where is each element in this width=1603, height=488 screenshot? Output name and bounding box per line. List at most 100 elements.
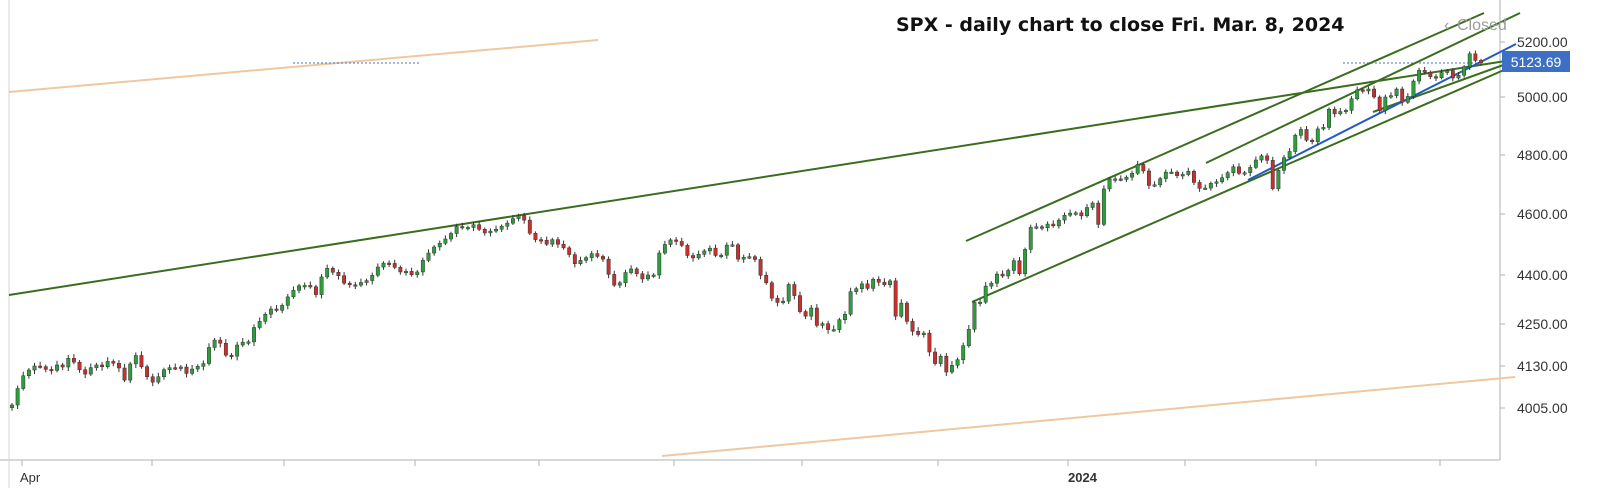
candle [955,357,960,369]
candle [544,236,549,247]
candle-body [1107,178,1112,190]
candle [173,363,178,371]
candle [1006,268,1011,279]
candle-body [494,229,498,232]
candle-body [871,278,876,289]
candle [1265,153,1270,164]
candle [1203,184,1208,191]
candle-body [49,369,54,372]
candle [1434,74,1438,82]
candle-body [668,239,673,245]
candle [139,351,144,369]
candle-body [1394,88,1399,96]
candle-body [961,345,966,360]
candle [443,235,448,246]
candle [1253,156,1258,170]
candle-body [544,239,549,245]
candle [274,305,279,313]
candle-body [15,388,20,406]
candle-body [792,284,797,296]
candle-body [724,244,729,256]
candle [995,271,999,288]
candle-body [77,361,82,370]
candle [375,263,380,278]
candle [837,317,842,333]
candle-body [736,244,740,260]
candle-body [1135,164,1140,174]
candle [1428,70,1433,80]
candle [747,253,752,260]
candle [342,271,347,286]
candle [775,295,780,307]
candle [989,281,994,290]
y-tick-label: 4250.00 [1517,316,1568,332]
candle-body [105,361,110,367]
candle-body [364,280,369,283]
candle-body [606,258,611,275]
candle [972,300,977,333]
candle [1113,176,1118,183]
candle [809,305,814,321]
candle-body [1445,70,1450,73]
candle [26,368,31,379]
candle [1282,155,1286,174]
candle [1011,257,1016,275]
candle [1270,156,1275,191]
candle [1298,126,1303,139]
candle-body [1456,75,1461,79]
candle [71,354,76,365]
candle [1045,221,1050,232]
candle [454,223,459,238]
candle-body [617,282,622,286]
candle-body [634,268,639,275]
candle-body [1282,157,1286,171]
candle-body [876,278,881,283]
candle [285,293,290,310]
candle [617,280,622,289]
candle [539,236,544,244]
candle-body [1321,127,1326,130]
green-channel-lower [971,62,1521,303]
candle-body [1327,108,1331,128]
candle-body [1405,96,1410,103]
candle [229,353,234,360]
candle-body [837,319,842,330]
candle [477,221,482,232]
candle [280,303,285,314]
candle-body [893,280,898,317]
candle-body [854,288,859,292]
candle-body [1101,188,1106,225]
candle [933,347,937,366]
candle-body [246,341,251,344]
candle [1287,148,1292,160]
y-tick-label: 5000.00 [1517,89,1568,105]
candle [212,338,217,351]
candle [792,281,797,300]
candle-body [820,323,825,326]
candle [803,309,808,320]
candle-body [190,368,195,374]
candle-body [409,271,414,275]
candle [505,220,510,230]
candle [1394,87,1399,99]
candle [584,255,589,264]
candle-body [1315,128,1320,142]
candle-body [336,272,341,276]
candle-body [1096,202,1101,225]
candle [606,256,611,279]
candle [77,360,82,373]
candle-body [313,286,318,295]
candle-body [1417,70,1422,82]
candle [94,362,99,371]
candle [1130,170,1134,181]
candle [263,312,268,325]
candle-body [449,233,453,240]
candle-body [162,369,166,378]
candle [415,270,420,278]
candle [1101,185,1106,227]
candle [899,299,904,319]
candle-body [1287,151,1292,158]
candle [10,402,14,411]
candle-body [539,239,544,242]
